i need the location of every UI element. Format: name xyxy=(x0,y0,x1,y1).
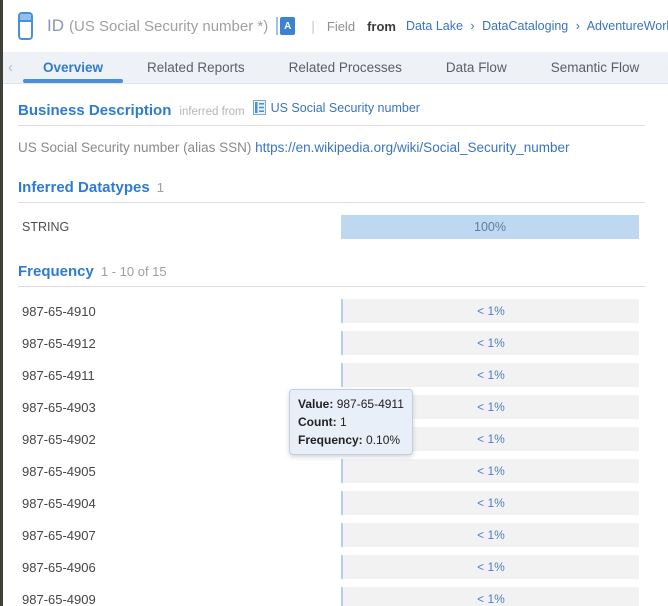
frequency-value: 987-65-4907 xyxy=(22,527,96,543)
datatype-row: STRING 100% xyxy=(18,215,645,239)
frequency-row: 987-65-4911 < 1% xyxy=(18,363,645,387)
frequency-percent: < 1% xyxy=(477,496,505,510)
frequency-row: 987-65-4905 < 1% xyxy=(18,459,645,483)
section-divider xyxy=(18,202,645,203)
overview-panel: Business Description inferred from US So… xyxy=(0,84,668,606)
frequency-bar[interactable]: < 1% xyxy=(341,331,639,355)
frequency-heading: Frequency xyxy=(18,263,94,280)
frequency-percent: < 1% xyxy=(477,560,505,574)
description-plain-text: US Social Security number (alias SSN) xyxy=(18,140,252,155)
tab-overview[interactable]: Overview xyxy=(21,52,125,83)
header-separator: | xyxy=(311,18,315,34)
axon-badge: A xyxy=(276,17,296,35)
breadcrumb-separator: › xyxy=(470,19,475,33)
frequency-percent: < 1% xyxy=(477,336,505,350)
frequency-bar[interactable]: < 1% xyxy=(341,363,639,387)
frequency-value: 987-65-4903 xyxy=(22,399,96,415)
tooltip-frequency-label: Frequency: xyxy=(298,433,363,447)
description-text: US Social Security number (alias SSN) ht… xyxy=(18,140,645,155)
tab-columns-truncated[interactable]: Co xyxy=(661,52,668,83)
tooltip-value-label: Value: xyxy=(298,397,334,411)
section-divider xyxy=(18,125,645,126)
frequency-percent: < 1% xyxy=(477,400,505,414)
tooltip-count: 1 xyxy=(340,415,347,429)
datatype-bar[interactable]: 100% xyxy=(341,215,639,239)
frequency-value: 987-65-4905 xyxy=(22,463,96,479)
frequency-percent: < 1% xyxy=(477,304,505,318)
frequency-percent: < 1% xyxy=(477,592,505,606)
tab-data-flow[interactable]: Data Flow xyxy=(445,60,507,75)
frequency-bar[interactable]: < 1% xyxy=(341,491,639,515)
tab-bar: ‹ Overview Related Reports Related Proce… xyxy=(0,52,668,84)
frequency-percent: < 1% xyxy=(477,464,505,478)
tooltip-frequency: 0.10% xyxy=(366,433,401,447)
datatype-name: STRING xyxy=(22,220,70,234)
asset-type-label: Field xyxy=(326,18,356,34)
frequency-row: 987-65-4904 < 1% xyxy=(18,491,645,515)
from-label: from xyxy=(367,18,396,34)
frequency-percent: < 1% xyxy=(477,368,505,382)
frequency-row: 987-65-4907 < 1% xyxy=(18,523,645,547)
badge-letter: A xyxy=(280,17,296,35)
frequency-row: 987-65-4906 < 1% xyxy=(18,555,645,579)
tab-semantic-flow[interactable]: Semantic Flow xyxy=(550,60,640,75)
inferred-datatypes-section: Inferred Datatypes 1 STRING 100% xyxy=(18,179,645,239)
frequency-row: 987-65-4912 < 1% xyxy=(18,331,645,355)
frequency-bar[interactable]: < 1% xyxy=(341,459,639,483)
tooltip-value: 987-65-4911 xyxy=(336,397,404,411)
frequency-value: 987-65-4912 xyxy=(22,335,96,351)
tooltip-value-line: Value: 987-65-4911 xyxy=(298,395,404,413)
frequency-value: 987-65-4904 xyxy=(22,495,96,511)
asset-subtitle: (US Social Security number *) xyxy=(69,17,269,35)
breadcrumb: Data Lake › DataCataloging › AdventureWo… xyxy=(406,19,668,33)
frequency-percent: < 1% xyxy=(477,432,505,446)
business-description-section: Business Description inferred from US So… xyxy=(18,100,645,155)
tooltip-count-label: Count: xyxy=(298,415,337,429)
frequency-bar[interactable]: < 1% xyxy=(341,555,639,579)
frequency-bar[interactable]: < 1% xyxy=(341,587,639,606)
tab-scroll-left-icon[interactable]: ‹ xyxy=(8,59,13,76)
asset-header: ID (US Social Security number *) A | Fie… xyxy=(0,0,668,52)
asset-title: ID xyxy=(47,16,64,35)
section-divider xyxy=(18,286,645,287)
frequency-percent: < 1% xyxy=(477,528,505,542)
business-description-heading: Business Description xyxy=(18,102,172,119)
frequency-tooltip: Value: 987-65-4911 Count: 1 Frequency: 0… xyxy=(289,389,413,455)
frequency-range: 1 - 10 of 15 xyxy=(100,264,167,279)
column-field-icon xyxy=(18,12,33,40)
tab-related-processes[interactable]: Related Processes xyxy=(288,60,402,75)
breadcrumb-separator: › xyxy=(575,19,580,33)
source-term-link[interactable]: US Social Security number xyxy=(270,100,420,115)
tooltip-count-line: Count: 1 xyxy=(298,413,404,431)
inferred-from-label: inferred from xyxy=(179,106,245,118)
datatype-percent: 100% xyxy=(474,220,506,234)
tab-related-reports[interactable]: Related Reports xyxy=(147,60,245,75)
frequency-value: 987-65-4910 xyxy=(22,303,96,319)
frequency-bar[interactable]: < 1% xyxy=(341,523,639,547)
frequency-value: 987-65-4902 xyxy=(22,431,96,447)
frequency-value: 987-65-4909 xyxy=(22,591,96,606)
frequency-row: 987-65-4910 < 1% xyxy=(18,299,645,323)
frequency-value: 987-65-4911 xyxy=(22,367,95,383)
glossary-term-icon xyxy=(252,100,266,115)
badge-flag-icon xyxy=(276,17,279,35)
adjacent-panel-edge xyxy=(0,0,3,606)
breadcrumb-datacataloging[interactable]: DataCataloging xyxy=(482,19,569,33)
frequency-bar[interactable]: < 1% xyxy=(341,299,639,323)
frequency-row: 987-65-4909 < 1% xyxy=(18,587,645,606)
datatype-count: 1 xyxy=(156,180,164,195)
frequency-value: 987-65-4906 xyxy=(22,559,96,575)
breadcrumb-adventureworks[interactable]: AdventureWorks Data Lake xyxy=(586,19,668,33)
tooltip-frequency-line: Frequency: 0.10% xyxy=(298,431,404,449)
wikipedia-link[interactable]: https://en.wikipedia.org/wiki/Social_Sec… xyxy=(255,140,570,155)
breadcrumb-data-lake[interactable]: Data Lake xyxy=(405,19,463,33)
inferred-datatypes-heading: Inferred Datatypes xyxy=(18,179,150,196)
